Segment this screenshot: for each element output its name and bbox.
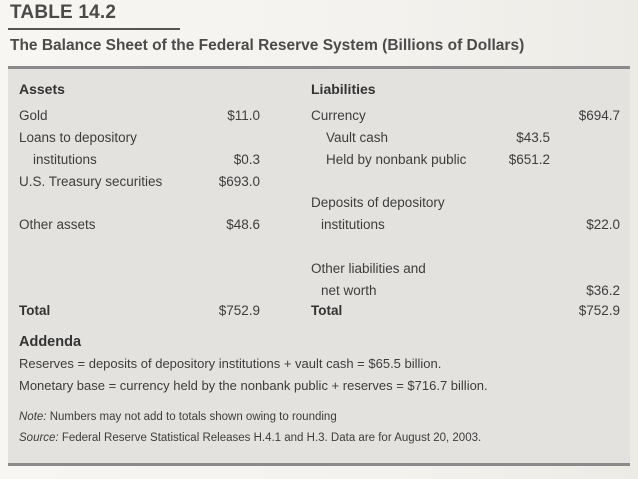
table-caption: The Balance Sheet of the Federal Reserve…: [10, 37, 525, 54]
liability-other-label-line2: net worth: [321, 283, 377, 298]
liability-deposits-value: $22.0: [586, 217, 620, 232]
liability-held-label: Held by nonbank public: [326, 152, 467, 167]
asset-treasury-label: U.S. Treasury securities: [19, 174, 163, 189]
liabilities-total-value: $752.9: [578, 303, 620, 318]
liabilities-total-label: Total: [311, 303, 343, 318]
panel-bottom-rule: [8, 463, 630, 466]
liability-held-value: $651.2: [508, 152, 550, 167]
table-label-rule: [8, 28, 180, 30]
assets-total-label: Total: [19, 303, 51, 318]
note-line: Note: Numbers may not add to totals show…: [19, 409, 337, 425]
asset-other-value: $48.6: [226, 217, 260, 232]
addenda-monetary-base-line: Monetary base = currency held by the non…: [19, 378, 488, 393]
addenda-reserves-line: Reserves = deposits of depository instit…: [19, 356, 442, 371]
liability-vault-cash-value: $43.5: [516, 130, 550, 145]
asset-loans-label-line2: institutions: [33, 152, 97, 167]
liability-currency-label: Currency: [311, 108, 366, 123]
source-text: Federal Reserve Statistical Releases H.4…: [58, 432, 482, 444]
liability-deposits-label-line2: institutions: [321, 217, 385, 232]
asset-gold-label: Gold: [19, 108, 48, 123]
note-label: Note:: [19, 411, 47, 423]
table-label: TABLE 14.2: [10, 2, 117, 23]
asset-loans-label-line1: Loans to depository: [19, 130, 137, 145]
liability-other-value: $36.2: [586, 283, 620, 298]
liability-currency-value: $694.7: [578, 108, 620, 123]
asset-loans-value: $0.3: [233, 152, 260, 167]
assets-total-value: $752.9: [218, 303, 260, 318]
addenda-title: Addenda: [19, 334, 82, 350]
source-label: Source:: [19, 432, 59, 444]
note-text: Numbers may not add to totals shown owin…: [46, 411, 337, 423]
asset-gold-value: $11.0: [227, 108, 260, 123]
liability-other-label-line1: Other liabilities and: [311, 261, 426, 276]
assets-heading: Assets: [19, 81, 65, 97]
liability-deposits-label-line1: Deposits of depository: [311, 195, 445, 210]
liability-vault-cash-label: Vault cash: [326, 130, 389, 145]
source-line: Source: Federal Reserve Statistical Rele…: [19, 430, 481, 446]
asset-other-label: Other assets: [19, 217, 96, 232]
liabilities-heading: Liabilities: [311, 81, 376, 97]
asset-treasury-value: $693.0: [218, 174, 260, 189]
balance-sheet-panel: [8, 66, 630, 465]
